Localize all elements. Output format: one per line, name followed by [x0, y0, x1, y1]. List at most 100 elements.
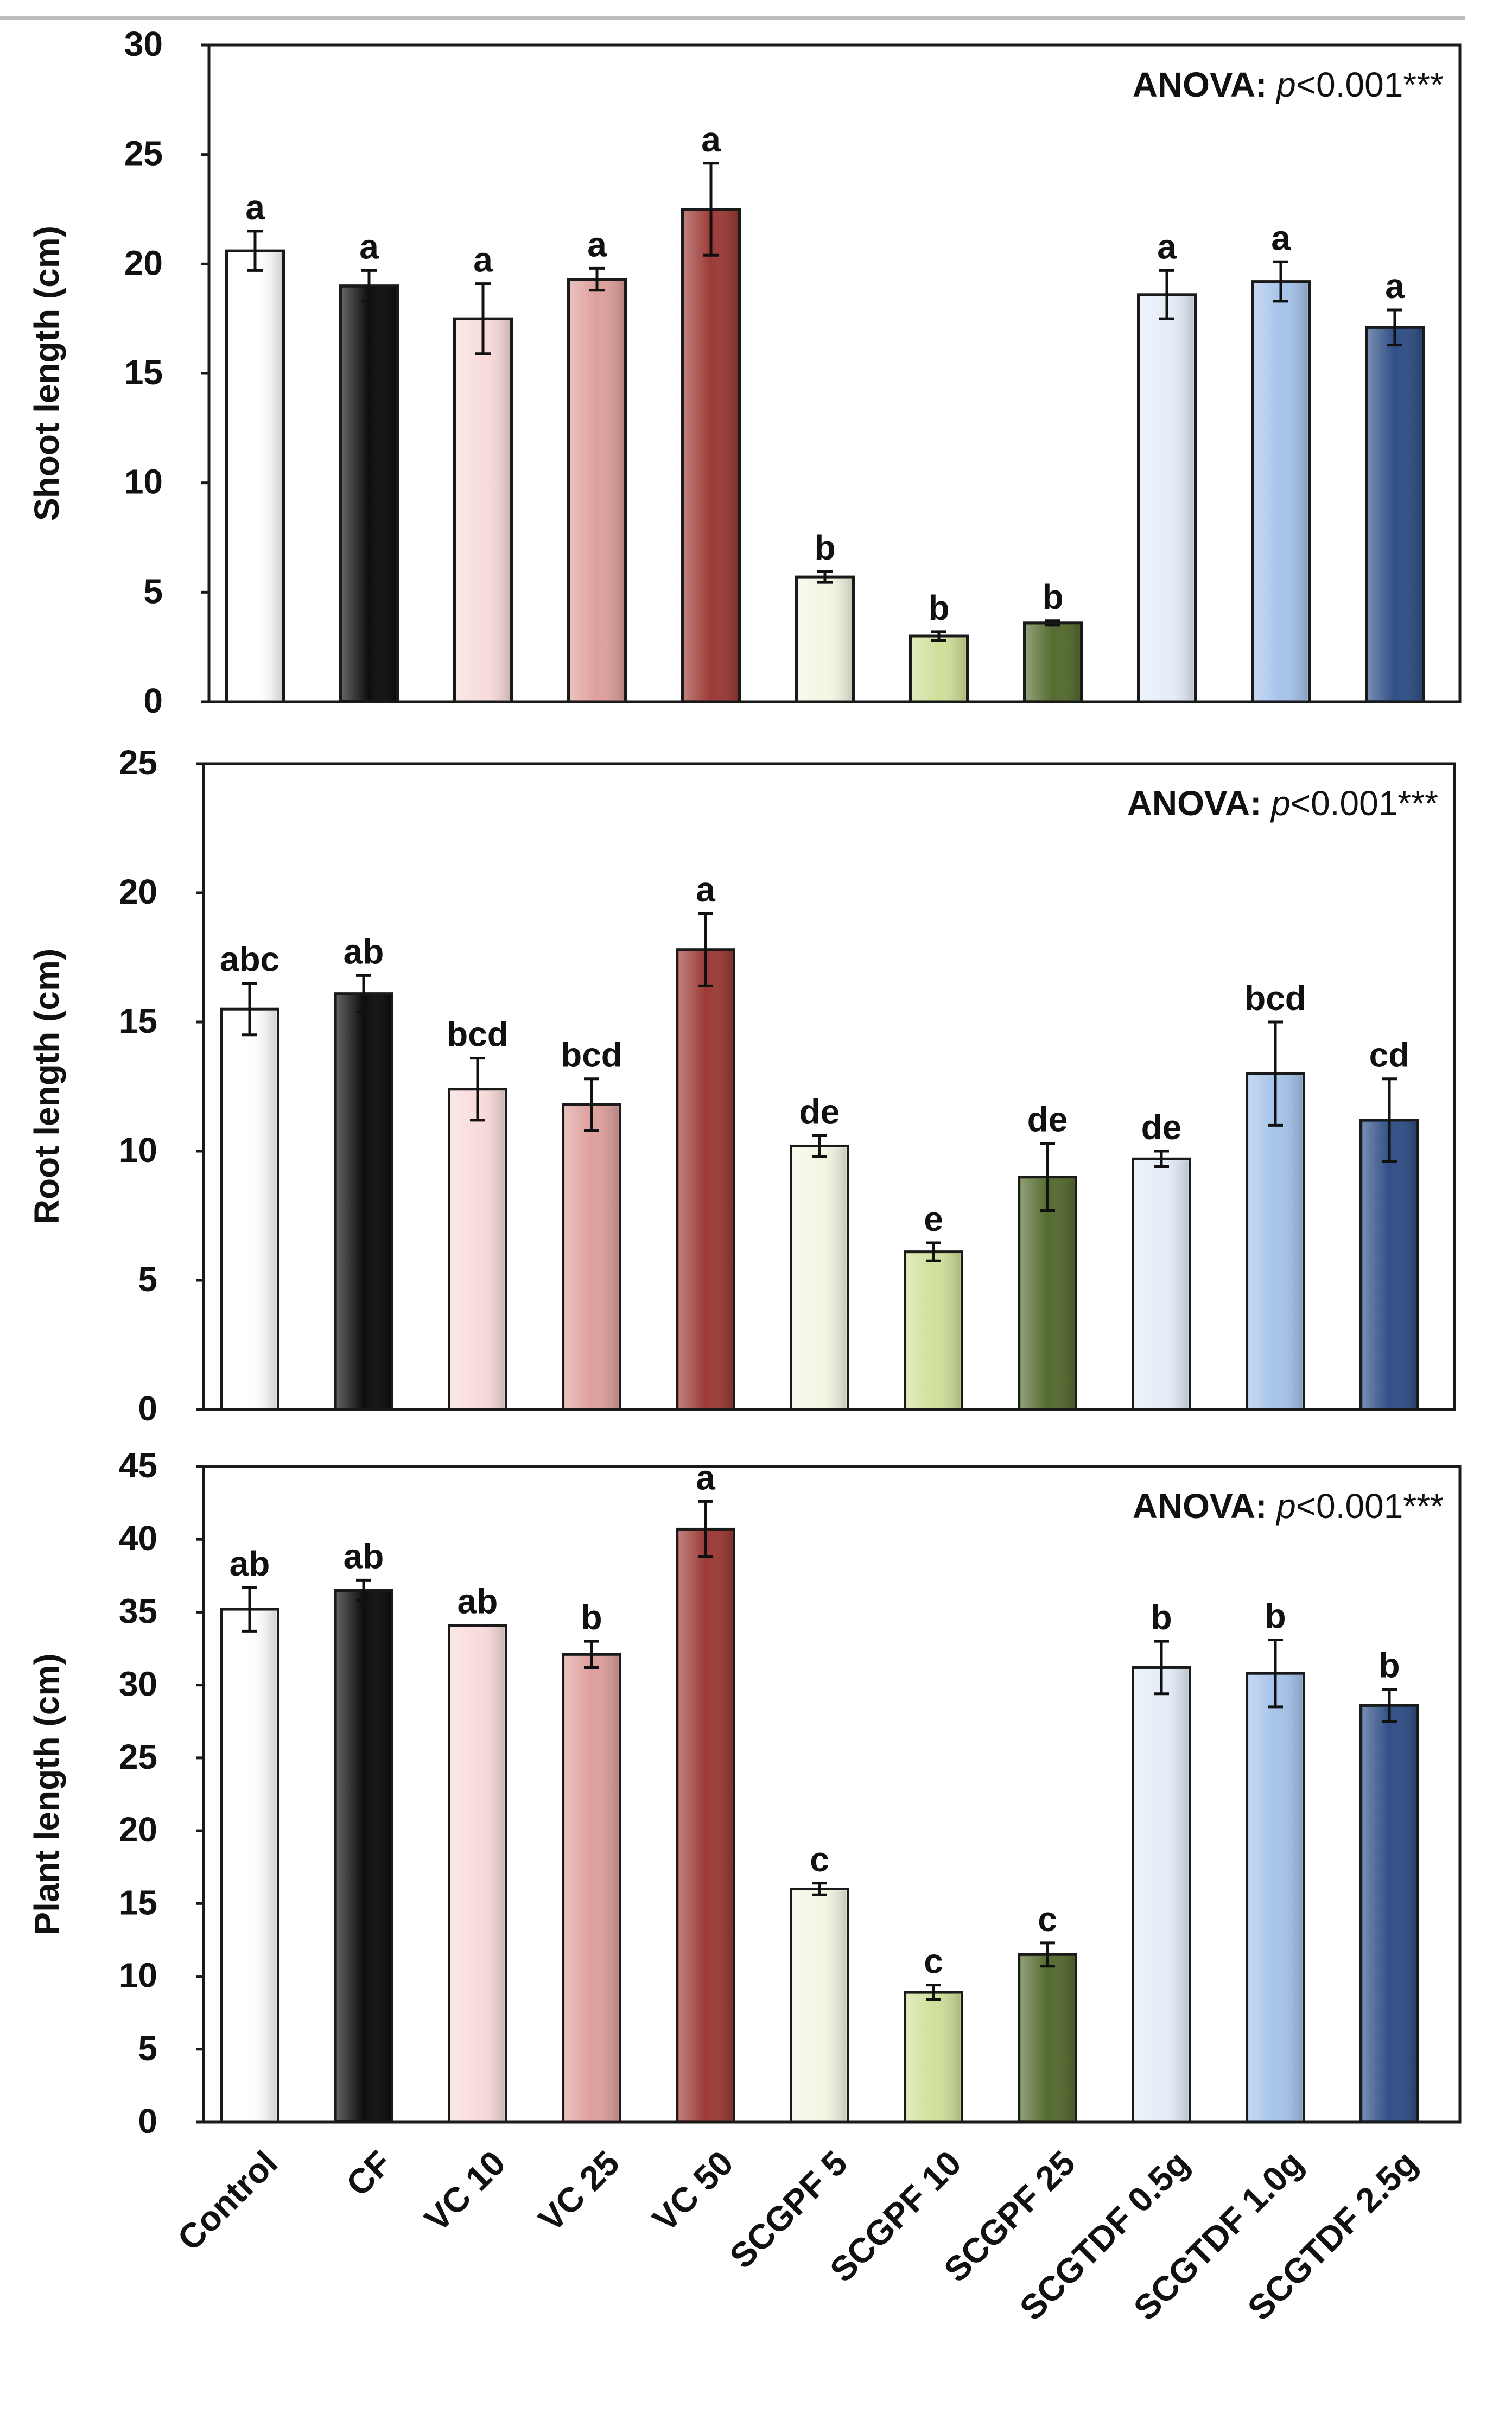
significance-letter: abc — [220, 940, 279, 979]
bar-1: abc — [220, 940, 279, 1411]
bar-sheen — [1254, 283, 1308, 700]
bar-10: bcd — [1244, 979, 1306, 1411]
significance-letter: a — [701, 120, 721, 159]
panel-3: 0 5 10 15 20 25 30 35 40 45 Plant length (cm) ANOVA… — [27, 1446, 1462, 2328]
bar-5: a — [676, 870, 735, 1411]
anova-rest: <0.001*** — [1291, 784, 1438, 823]
y-tick-label: 25 — [124, 134, 163, 173]
anova-p: p — [1275, 1487, 1296, 1526]
bar-4: a — [567, 225, 627, 703]
bar-7: e — [904, 1199, 963, 1411]
bar-sheen — [792, 1147, 847, 1408]
bar-sheen — [1026, 624, 1080, 700]
bar-1: a — [225, 188, 285, 703]
significance-letter: ab — [344, 1536, 384, 1576]
bar-sheen — [1362, 1707, 1416, 2120]
significance-letter: ab — [230, 1544, 270, 1583]
y-tick-label: 15 — [124, 353, 163, 392]
bar-sheen — [228, 252, 282, 701]
bar-sheen — [456, 320, 510, 700]
y-axis-label: Shoot length (cm) — [27, 226, 66, 521]
bar-sheen — [336, 995, 391, 1408]
anova-p: p — [1275, 65, 1296, 104]
bar-sheen — [678, 951, 733, 1408]
significance-letter: de — [1027, 1100, 1068, 1139]
panel-1: 0 5 10 15 20 25 30 Shoot length (cm) ANOVA: p<0.… — [27, 24, 1462, 720]
y-tick-label: 30 — [124, 24, 163, 63]
significance-letter: b — [928, 588, 949, 627]
bar-sheen — [223, 1011, 277, 1408]
anova-annotation: ANOVA: p<0.001*** — [1127, 784, 1438, 823]
bar-sheen — [336, 1592, 391, 2120]
y-tick-label: 10 — [119, 1131, 157, 1170]
bar-6: b — [795, 528, 855, 703]
y-tick-label: 0 — [138, 1389, 157, 1428]
significance-letter: b — [814, 528, 835, 567]
bar-sheen — [450, 1090, 505, 1408]
bar-1: ab — [220, 1544, 279, 2124]
y-tick-label: 10 — [124, 462, 163, 501]
bar-2: a — [339, 227, 399, 703]
x-tick-label: VC 10 — [417, 2143, 513, 2239]
bar-3: ab — [448, 1582, 507, 2124]
significance-letter: a — [359, 227, 379, 266]
bar-9: a — [1137, 227, 1197, 703]
x-tick-label: Control — [170, 2143, 285, 2258]
bar-sheen — [1134, 1160, 1189, 1408]
bar-sheen — [684, 211, 738, 700]
significance-letter: bcd — [561, 1036, 622, 1075]
y-tick-label: 5 — [138, 1260, 157, 1299]
significance-letter: bcd — [447, 1015, 509, 1054]
y-tick-label: 15 — [119, 1883, 157, 1922]
bar-sheen — [798, 579, 852, 700]
bar-8: de — [1018, 1100, 1077, 1411]
bar-3: bcd — [447, 1015, 509, 1411]
bar-sheen — [912, 638, 966, 700]
significance-letter: a — [245, 188, 265, 227]
y-axis-label: Plant length (cm) — [27, 1653, 66, 1935]
bar-sheen — [564, 1106, 619, 1408]
significance-letter: a — [473, 240, 493, 280]
bar-10: b — [1246, 1596, 1305, 2124]
bar-4: bcd — [561, 1036, 622, 1411]
bar-sheen — [792, 1890, 847, 2120]
x-tick-label: CF — [339, 2143, 399, 2204]
bar-sheen — [1362, 1121, 1416, 1408]
anova-annotation: ANOVA: p<0.001*** — [1133, 1487, 1444, 1526]
significance-letter: b — [581, 1598, 602, 1637]
bar-6: c — [790, 1840, 849, 2124]
bar-sheen — [1248, 1075, 1303, 1408]
significance-letter: c — [1038, 1900, 1057, 1939]
y-tick-label: 40 — [119, 1519, 157, 1558]
bar-sheen — [564, 1656, 619, 2120]
bar-sheen — [1134, 1669, 1189, 2120]
significance-letter: c — [810, 1840, 829, 1879]
bar-2: ab — [334, 1536, 393, 2124]
significance-letter: de — [1141, 1108, 1182, 1147]
significance-letter: e — [924, 1199, 943, 1239]
anova-prefix: ANOVA: — [1127, 784, 1271, 823]
bar-7: c — [904, 1942, 963, 2124]
y-axis-label: Root length (cm) — [27, 949, 66, 1224]
panel-2: 0 5 10 15 20 25 Root length (cm) ANOVA: p<0.001… — [27, 743, 1456, 1428]
bar-10: a — [1251, 218, 1311, 703]
bar-sheen — [223, 1611, 277, 2120]
bar-4: b — [562, 1598, 621, 2124]
x-tick-label: VC 25 — [531, 2143, 627, 2239]
significance-letter: ab — [458, 1582, 498, 1621]
y-tick-label: 30 — [119, 1665, 157, 1704]
bar-sheen — [1248, 1675, 1303, 2120]
significance-letter: b — [1042, 577, 1063, 617]
significance-letter: b — [1151, 1598, 1172, 1637]
bar-11: cd — [1359, 1036, 1419, 1411]
significance-letter: b — [1378, 1646, 1400, 1685]
bar-sheen — [342, 287, 396, 700]
anova-p: p — [1270, 784, 1291, 823]
y-tick-label: 35 — [119, 1591, 157, 1630]
bar-2: ab — [334, 932, 393, 1411]
significance-letter: b — [1265, 1596, 1286, 1635]
anova-annotation: ANOVA: p<0.001*** — [1133, 65, 1444, 104]
bar-sheen — [570, 281, 624, 700]
y-tick-label: 15 — [119, 1001, 157, 1040]
